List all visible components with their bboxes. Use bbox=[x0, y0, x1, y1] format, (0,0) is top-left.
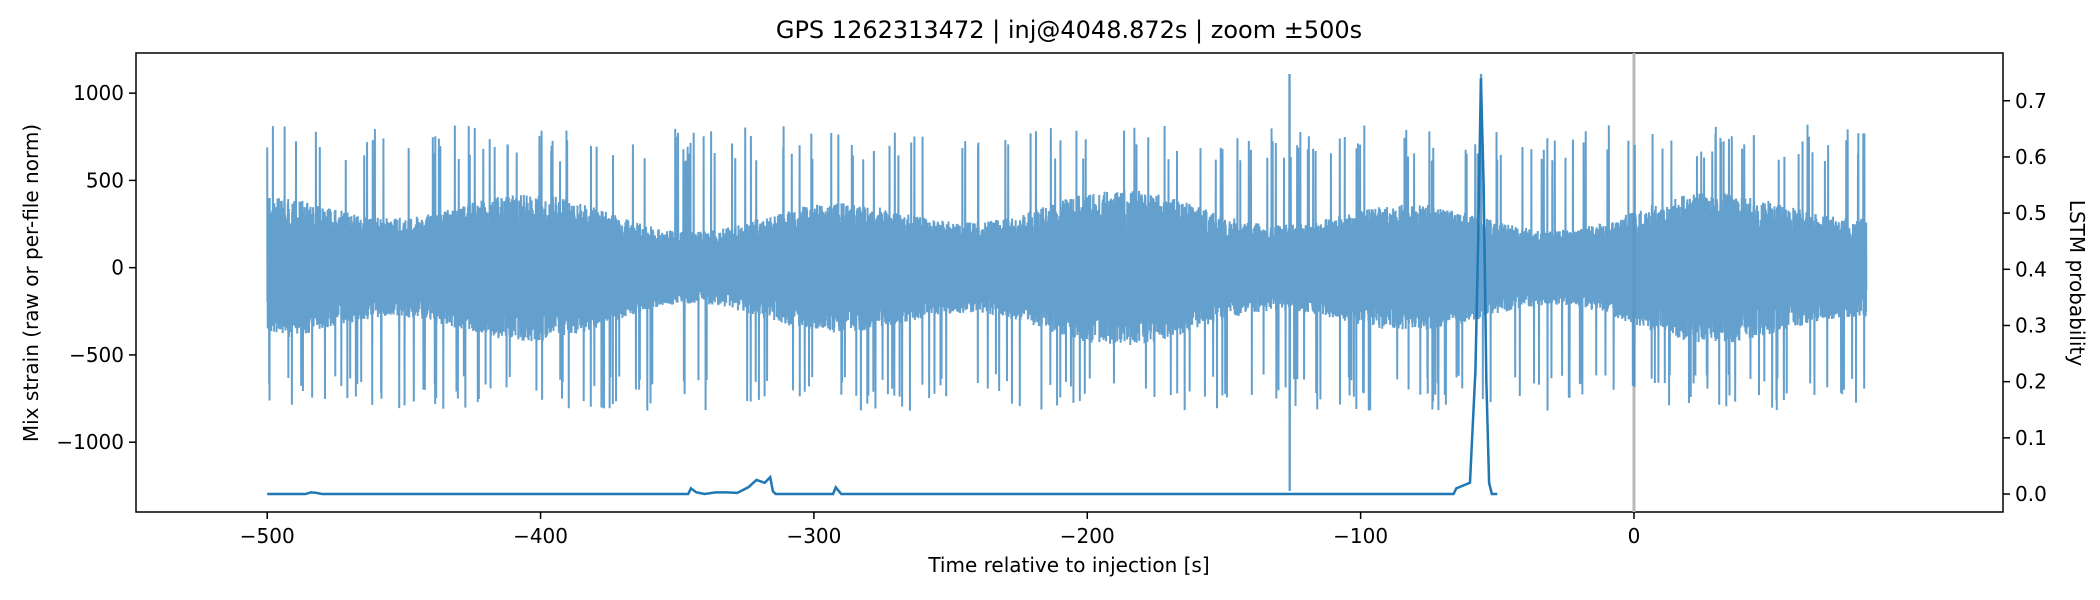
y-tick-label: −500 bbox=[69, 343, 124, 367]
y-axis-right: 0.0 0.1 0.2 0.3 0.4 0.5 0.6 0.7 bbox=[2003, 89, 2047, 506]
y-axis-label: Mix strain (raw or per-file norm) bbox=[19, 124, 43, 442]
x-tick-label: −100 bbox=[1333, 524, 1388, 548]
y2-tick-label: 0.4 bbox=[2015, 257, 2047, 281]
x-axis-label: Time relative to injection [s] bbox=[927, 553, 1209, 577]
y2-axis-label: LSTM probability bbox=[2065, 200, 2089, 367]
x-tick-label: −500 bbox=[240, 524, 295, 548]
x-tick-label: 0 bbox=[1628, 524, 1641, 548]
x-axis: −500 −400 −300 −200 −100 0 bbox=[240, 512, 1641, 548]
y-tick-label: 1000 bbox=[73, 81, 124, 105]
y-tick-label: 500 bbox=[86, 168, 124, 192]
y2-tick-label: 0.0 bbox=[2015, 482, 2047, 506]
y2-tick-label: 0.7 bbox=[2015, 89, 2047, 113]
y-tick-label: −1000 bbox=[56, 430, 124, 454]
lstm-probability-series bbox=[267, 78, 1498, 496]
y2-tick-label: 0.2 bbox=[2015, 370, 2047, 394]
plot-frame bbox=[135, 52, 2004, 513]
plot-area bbox=[135, 52, 2004, 513]
y2-tick-label: 0.3 bbox=[2015, 313, 2047, 337]
chart-title: GPS 1262313472 | inj@4048.872s | zoom ±5… bbox=[776, 16, 1362, 44]
y2-tick-label: 0.1 bbox=[2015, 426, 2047, 450]
x-tick-label: −400 bbox=[513, 524, 568, 548]
x-tick-label: −300 bbox=[786, 524, 841, 548]
y-axis-left: −1000 −500 0 500 1000 bbox=[56, 81, 136, 454]
y2-tick-label: 0.5 bbox=[2015, 201, 2047, 225]
x-tick-label: −200 bbox=[1060, 524, 1115, 548]
y2-tick-label: 0.6 bbox=[2015, 145, 2047, 169]
y-tick-label: 0 bbox=[111, 256, 124, 280]
